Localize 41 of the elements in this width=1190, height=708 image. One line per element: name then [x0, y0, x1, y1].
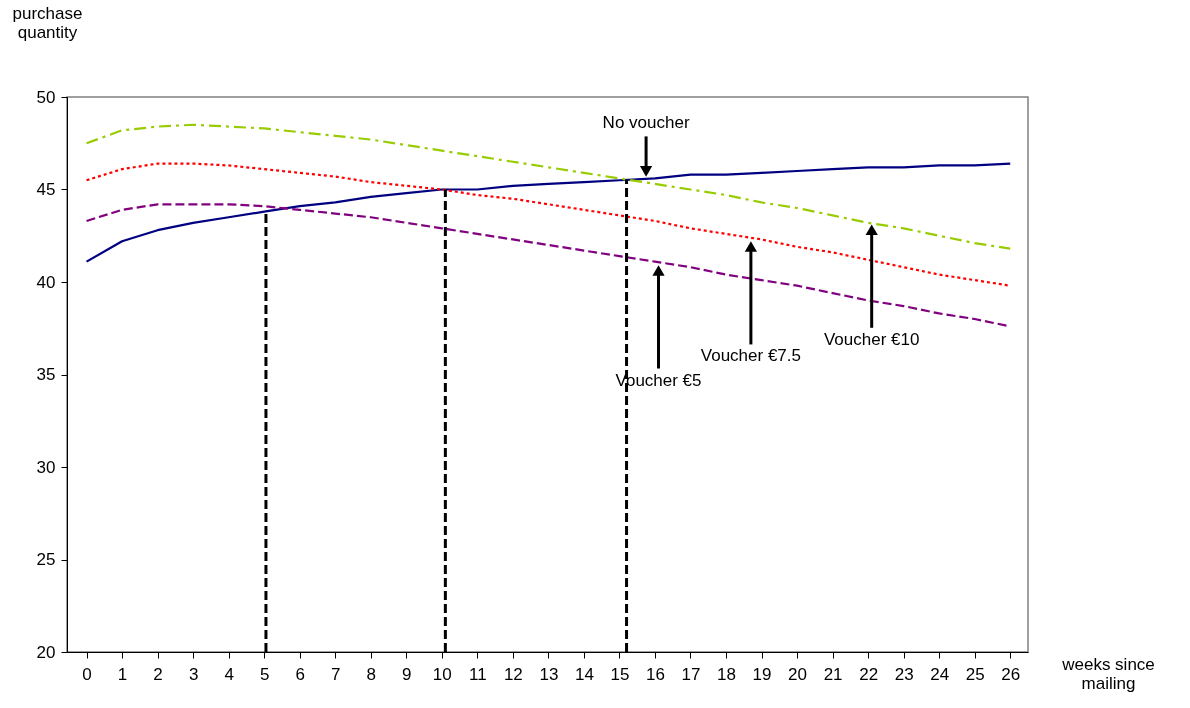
y-tick-label: 20: [36, 642, 56, 662]
annotation: Voucher €10: [823, 329, 920, 349]
x-tick-label: 11: [469, 664, 487, 684]
y-tick-label: 50: [36, 87, 56, 107]
y-tick-label: 40: [36, 272, 56, 292]
x-tick-label: 22: [859, 664, 879, 684]
x-tick-label: 21: [823, 664, 843, 684]
x-tick-label: 0: [82, 664, 92, 684]
y-axis-title: purchase quantity: [12, 3, 83, 42]
x-tick-label: 6: [295, 664, 305, 684]
annotation: Voucher €5: [615, 370, 702, 390]
x-tick-label: 16: [646, 664, 665, 684]
x-tick-label: 20: [788, 664, 808, 684]
x-tick-label: 18: [717, 664, 736, 684]
x-tick-label: 9: [402, 664, 412, 684]
x-tick-label: 1: [117, 664, 128, 684]
annotation: Voucher €7.5: [700, 346, 801, 366]
x-tick-label: 23: [894, 664, 914, 684]
annotation: No voucher: [602, 113, 690, 133]
x-tick-label: 26: [1001, 664, 1021, 684]
x-tick-label: 14: [574, 664, 594, 684]
x-tick-label: 25: [965, 664, 985, 684]
x-tick-label: 10: [432, 664, 452, 684]
y-tick-label: 35: [36, 365, 56, 384]
x-tick-label: 2: [153, 664, 163, 684]
x-tick-label: 3: [188, 664, 199, 684]
x-tick-label: 8: [366, 664, 376, 684]
x-tick-label: 17: [681, 664, 701, 684]
x-tick-label: 15: [610, 664, 630, 684]
x-tick-label: 12: [503, 664, 523, 684]
line-series: [85, 162, 1012, 263]
x-tick-label: 4: [224, 664, 234, 684]
x-tick-label: 13: [539, 664, 559, 684]
y-tick-label: 30: [36, 457, 56, 477]
x-tick-label: 24: [930, 664, 950, 684]
x-tick-label: 5: [259, 664, 270, 684]
x-tick-label: 7: [330, 664, 341, 684]
y-tick-label: 45: [36, 180, 56, 199]
x-tick-label: 19: [752, 664, 772, 684]
x-axis-title: weeks since mailing: [1061, 654, 1155, 693]
y-tick-label: 25: [36, 550, 56, 569]
